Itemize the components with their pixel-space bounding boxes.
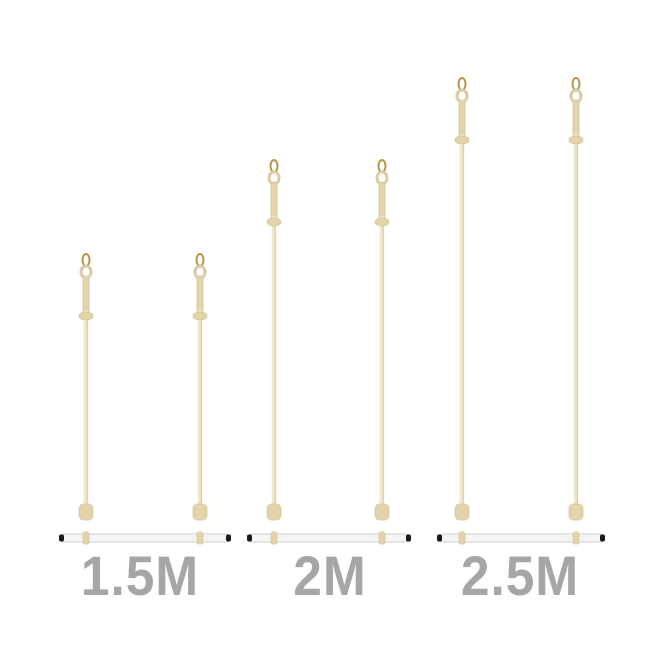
size-label-2-5m: 2.5M <box>460 544 580 607</box>
trapeze-3-rope-2-ring <box>571 77 581 91</box>
trapeze-2-bar-cap-left <box>247 534 252 542</box>
trapeze-2-rope-1-tail <box>270 531 278 545</box>
trapeze-2-rope-1-bar-knot <box>266 503 282 521</box>
trapeze-1-rope-2-top-knot <box>192 311 208 321</box>
trapeze-2-rope-1-ring <box>269 159 279 173</box>
trapeze-3-bar-cap-left <box>437 534 442 542</box>
trapeze-3-rope-1-tail <box>458 531 466 545</box>
trapeze-1-bar-cap-left <box>59 534 64 542</box>
trapeze-3-rope-1-ring <box>457 77 467 91</box>
size-label-2m: 2M <box>293 544 367 607</box>
trapeze-3-rope-1-top-braid <box>458 99 466 139</box>
trapeze-2-rope-2-bar-knot <box>374 503 390 521</box>
trapeze-1-rope-2-bar-knot <box>192 503 208 521</box>
trapeze-2-rope-2-top-knot <box>374 217 390 227</box>
trapeze-2-rope-2-top-braid <box>378 181 386 221</box>
trapeze-1-rope-2-top-braid <box>196 275 204 315</box>
trapeze-1-rope-2-ring <box>195 253 205 267</box>
trapeze-1-rope-1-bar-knot <box>78 503 94 521</box>
trapeze-1-rope-1-ring <box>81 253 91 267</box>
trapeze-3-rope-2-top-braid <box>572 99 580 139</box>
trapeze-3-rope-2-tail <box>572 531 580 545</box>
trapeze-2-rope-2-ring <box>377 159 387 173</box>
trapeze-1-bar-cap-right <box>226 534 231 542</box>
trapeze-3-rope-2-top-knot <box>568 135 584 145</box>
trapeze-3-rope-1-top-knot <box>454 135 470 145</box>
trapeze-2-rope-2-tail <box>378 531 386 545</box>
size-label-1-5m: 1.5M <box>80 544 200 607</box>
trapeze-1-rope-2-tail <box>196 531 204 545</box>
trapeze-3-rope-1-bar-knot <box>454 503 470 521</box>
trapeze-2-rope-1-top-braid <box>270 181 278 221</box>
trapeze-1-rope-1-tail <box>82 531 90 545</box>
trapeze-1-rope-1-top-knot <box>78 311 94 321</box>
trapeze-2-rope-1-top-knot <box>266 217 282 227</box>
trapeze-1-rope-1-top-braid <box>82 275 90 315</box>
trapeze-2-bar-cap-right <box>406 534 411 542</box>
trapeze-3-rope-2-bar-knot <box>568 503 584 521</box>
trapeze-3-bar-cap-right <box>600 534 605 542</box>
